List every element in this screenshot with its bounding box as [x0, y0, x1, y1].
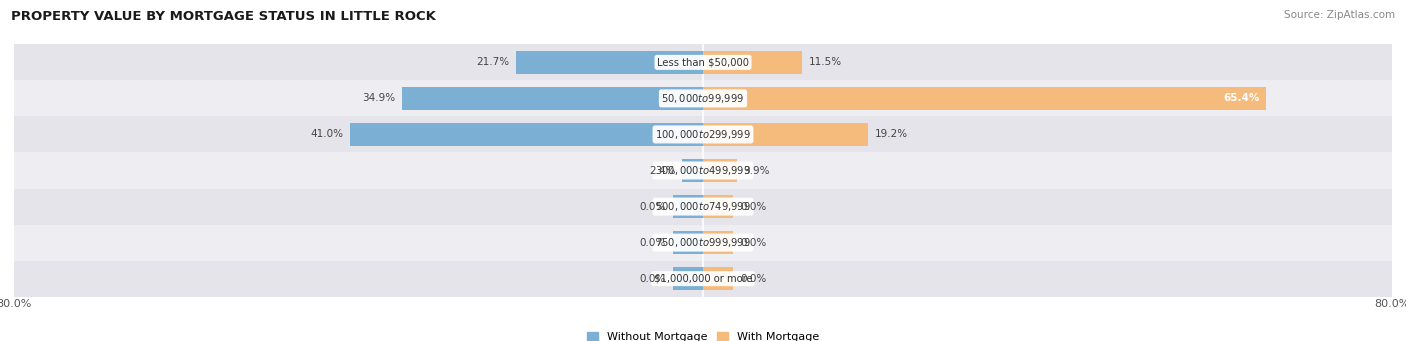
Text: 65.4%: 65.4% [1223, 93, 1260, 103]
Bar [703, 51, 801, 74]
Bar [14, 116, 1392, 152]
Legend: Without Mortgage, With Mortgage: Without Mortgage, With Mortgage [582, 327, 824, 341]
Text: Less than $50,000: Less than $50,000 [657, 57, 749, 68]
Text: $300,000 to $499,999: $300,000 to $499,999 [655, 164, 751, 177]
Bar [673, 267, 703, 290]
Text: $50,000 to $99,999: $50,000 to $99,999 [661, 92, 745, 105]
Bar [703, 267, 733, 290]
Bar [516, 51, 703, 74]
Text: 3.9%: 3.9% [744, 165, 770, 176]
Text: $500,000 to $749,999: $500,000 to $749,999 [655, 200, 751, 213]
Bar [402, 87, 703, 109]
Bar [14, 80, 1392, 116]
Text: $1,000,000 or more: $1,000,000 or more [654, 273, 752, 284]
Text: 2.4%: 2.4% [650, 165, 675, 176]
Text: 11.5%: 11.5% [808, 57, 842, 68]
Text: 0.0%: 0.0% [640, 238, 666, 248]
Bar [703, 87, 1267, 109]
Bar [673, 232, 703, 254]
Text: 34.9%: 34.9% [363, 93, 395, 103]
Text: 0.0%: 0.0% [740, 202, 766, 211]
Text: Source: ZipAtlas.com: Source: ZipAtlas.com [1284, 10, 1395, 20]
Bar [673, 195, 703, 218]
Bar [703, 232, 733, 254]
Text: 19.2%: 19.2% [875, 130, 908, 139]
Bar [14, 261, 1392, 297]
Text: 0.0%: 0.0% [640, 202, 666, 211]
Text: PROPERTY VALUE BY MORTGAGE STATUS IN LITTLE ROCK: PROPERTY VALUE BY MORTGAGE STATUS IN LIT… [11, 10, 436, 23]
Bar [350, 123, 703, 146]
Bar [14, 189, 1392, 225]
Bar [703, 195, 733, 218]
Text: $100,000 to $299,999: $100,000 to $299,999 [655, 128, 751, 141]
Text: 0.0%: 0.0% [740, 273, 766, 284]
Bar [703, 159, 737, 182]
Text: 41.0%: 41.0% [311, 130, 343, 139]
Bar [14, 44, 1392, 80]
Text: 0.0%: 0.0% [640, 273, 666, 284]
Bar [703, 123, 869, 146]
Bar [14, 225, 1392, 261]
Bar [14, 152, 1392, 189]
Bar [682, 159, 703, 182]
Text: 0.0%: 0.0% [740, 238, 766, 248]
Text: $750,000 to $999,999: $750,000 to $999,999 [655, 236, 751, 249]
Text: 21.7%: 21.7% [477, 57, 509, 68]
